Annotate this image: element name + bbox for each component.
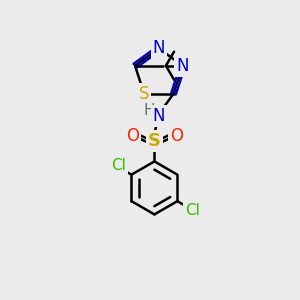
Text: Cl: Cl: [185, 203, 200, 218]
Text: N: N: [153, 107, 165, 125]
Text: N: N: [153, 39, 165, 57]
Text: O: O: [170, 128, 183, 146]
Text: O: O: [126, 128, 139, 146]
Text: S: S: [148, 132, 161, 150]
Text: Cl: Cl: [112, 158, 126, 172]
Text: S: S: [139, 85, 149, 103]
Text: N: N: [176, 57, 189, 75]
Text: H: H: [143, 103, 155, 118]
